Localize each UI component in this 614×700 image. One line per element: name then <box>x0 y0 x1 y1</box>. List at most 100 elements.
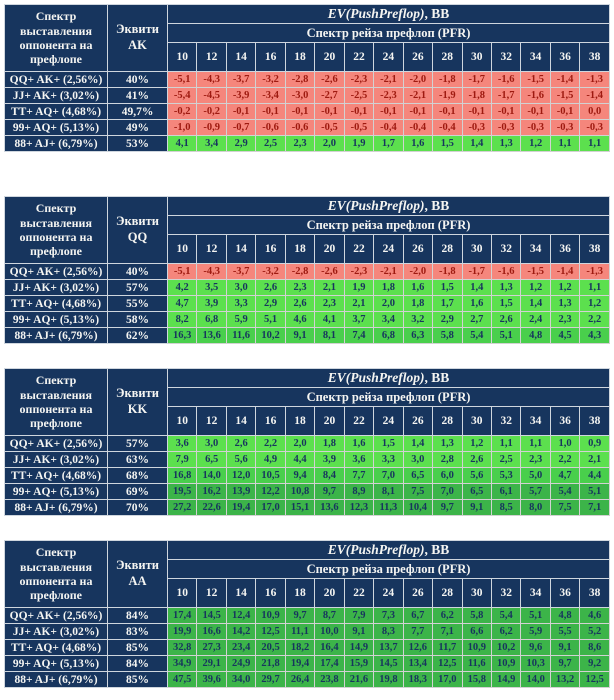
ev-cell: 5,4 <box>461 327 492 344</box>
ev-cell: -0,1 <box>343 103 375 120</box>
ev-cell: 21,8 <box>255 655 286 672</box>
equity-value: 63% <box>107 451 168 468</box>
ev-cell: 2,3 <box>284 279 316 296</box>
pfr-col-header-10: 10 <box>166 234 198 264</box>
ev-cell: -2,1 <box>402 87 434 104</box>
table-row: QQ+ AK+ (2,56%) 84% 17,4 14,5 12,4 10,9 9,7 8,7… <box>4 607 610 624</box>
ev-cell: 9,1 <box>461 499 492 516</box>
ev-cell: 2,6 <box>225 435 257 452</box>
ev-cell: 17,4 <box>314 655 345 672</box>
table-row: TT+ AQ+ (4,68%) 55% 4,7 3,9 3,3 2,9 2,6 2,3 2,1 2… <box>4 295 610 312</box>
pfr-col-header-16: 16 <box>255 234 286 264</box>
pfr-col-header-18: 18 <box>284 578 316 608</box>
ev-cell: -0,3 <box>520 119 551 136</box>
table-row: QQ+ AK+ (2,56%) 57% 3,6 3,0 2,6 2,2 2,0 1,8 1,6 1… <box>4 435 610 452</box>
ev-cell: 18,3 <box>402 671 434 688</box>
pfr-col-header-16: 16 <box>255 406 286 436</box>
pfr-col-header-36: 36 <box>549 42 581 72</box>
ev-cell: -2,0 <box>402 71 434 88</box>
ev-cell: -2,6 <box>314 263 345 280</box>
ev-cell: -1,9 <box>432 87 463 104</box>
ev-cell: -0,1 <box>520 103 551 120</box>
pfr-col-header-12: 12 <box>196 234 227 264</box>
row-label: JJ+ AK+ (3,02%) <box>4 87 108 104</box>
pfr-col-header-18: 18 <box>284 406 316 436</box>
ev-cell: 2,3 <box>284 135 316 152</box>
pfr-col-header-14: 14 <box>225 406 257 436</box>
ev-cell: -1,7 <box>461 263 492 280</box>
ev-cell: -3,0 <box>284 87 316 104</box>
ev-cell: -4,5 <box>196 87 227 104</box>
ev-cell: 1,2 <box>520 135 551 152</box>
ev-cell: -1,7 <box>490 87 522 104</box>
ev-cell: 11,7 <box>432 639 463 656</box>
spectrum-header: Спектр выставления оппонента на префлопе <box>4 540 108 608</box>
ev-cell: -2,0 <box>402 263 434 280</box>
pfr-col-header-38: 38 <box>579 406 610 436</box>
ev-cell: 1,9 <box>343 135 375 152</box>
pfr-col-header-32: 32 <box>490 234 522 264</box>
ev-cell: -0,4 <box>402 119 434 136</box>
ev-cell: 8,1 <box>314 327 345 344</box>
ev-cell: -0,6 <box>255 119 286 136</box>
ev-cell: 12,4 <box>225 607 257 624</box>
ev-cell: 2,1 <box>343 295 375 312</box>
ev-title-italic: EV(PushPreflop) <box>327 6 425 21</box>
ev-cell: -0,4 <box>373 119 404 136</box>
pfr-col-header-22: 22 <box>343 578 375 608</box>
ev-cell: 11,3 <box>373 499 404 516</box>
ev-cell: 7,1 <box>579 499 610 516</box>
ev-cell: 8,4 <box>314 467 345 484</box>
ev-cell: 3,0 <box>196 435 227 452</box>
ev-cell: 1,8 <box>402 295 434 312</box>
ev-cell: 8,3 <box>373 623 404 640</box>
hand-label: QQ <box>127 230 148 244</box>
ev-cell: -1,4 <box>549 71 581 88</box>
row-label: JJ+ AK+ (3,02%) <box>4 451 108 468</box>
ev-cell: 1,4 <box>461 279 492 296</box>
ev-cell: -0,1 <box>225 103 257 120</box>
equity-prefix-label: Эквити <box>116 214 159 229</box>
ev-cell: 2,2 <box>579 311 610 328</box>
ev-cell: 2,9 <box>225 135 257 152</box>
row-label: 99+ AQ+ (5,13%) <box>4 311 108 328</box>
ev-cell: 1,3 <box>490 135 522 152</box>
ev-cell: 29,7 <box>255 671 286 688</box>
ev-cell: 6,8 <box>373 327 404 344</box>
ev-cell: 19,9 <box>166 623 198 640</box>
ev-cell: 14,5 <box>196 607 227 624</box>
equity-value: 40% <box>107 71 168 88</box>
table-row: 88+ AJ+ (6,79%) 62% 16,3 13,6 11,6 10,2 9,1 8,1… <box>4 327 610 344</box>
ev-cell: 13,6 <box>314 499 345 516</box>
ev-cell: 6,1 <box>490 483 522 500</box>
ev-cell: 1,3 <box>432 435 463 452</box>
equity-prefix-label: Эквити <box>116 386 159 401</box>
ev-cell: 10,4 <box>402 499 434 516</box>
ev-cell: -3,4 <box>255 87 286 104</box>
ev-cell: -2,8 <box>284 263 316 280</box>
equity-value: 49% <box>107 119 168 136</box>
equity-header-AK: Эквити AK <box>107 4 168 72</box>
equity-value: 68% <box>107 467 168 484</box>
ev-cell: 2,7 <box>461 311 492 328</box>
ev-cell: 34,0 <box>225 671 257 688</box>
equity-value: 41% <box>107 87 168 104</box>
ev-cell: -0,3 <box>579 119 610 136</box>
ev-cell: 16,4 <box>314 639 345 656</box>
ev-cell: -2,8 <box>284 71 316 88</box>
pfr-col-header-12: 12 <box>196 578 227 608</box>
pfr-col-header-10: 10 <box>166 42 198 72</box>
ev-cell: 9,7 <box>549 655 581 672</box>
ev-cell: 2,0 <box>373 295 404 312</box>
ev-cell: 21,6 <box>343 671 375 688</box>
row-label: 99+ AQ+ (5,13%) <box>4 655 108 672</box>
pfr-col-header-22: 22 <box>343 406 375 436</box>
pfr-col-header-22: 22 <box>343 234 375 264</box>
ev-cell: 6,5 <box>402 467 434 484</box>
ev-cell: 19,8 <box>373 671 404 688</box>
ev-cell: 39,6 <box>196 671 227 688</box>
ev-cell: 2,8 <box>432 451 463 468</box>
row-label: TT+ AQ+ (4,68%) <box>4 103 108 120</box>
ev-cell: 1,1 <box>579 135 610 152</box>
ev-cell: 1,6 <box>402 135 434 152</box>
